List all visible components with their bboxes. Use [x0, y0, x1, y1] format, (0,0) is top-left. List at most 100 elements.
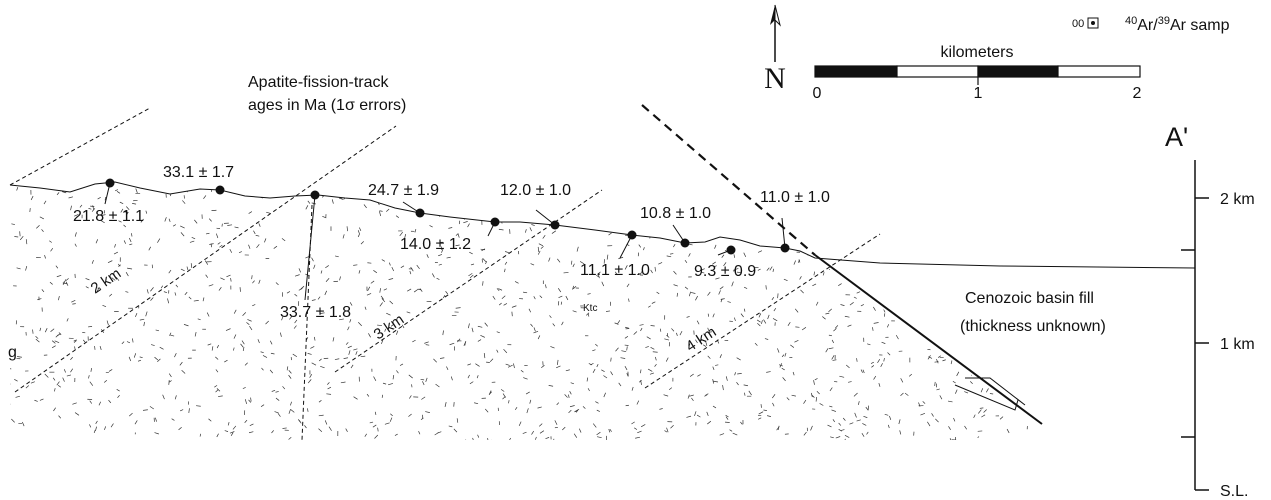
stipple-mark [676, 333, 677, 336]
stipple-mark [1026, 268, 1029, 270]
stipple-mark [358, 322, 361, 326]
stipple-mark [588, 388, 589, 391]
stipple-mark [359, 270, 360, 273]
stipple-mark [863, 204, 866, 206]
stipple-mark [194, 300, 199, 301]
stipple-mark [940, 395, 942, 399]
stipple-mark [632, 387, 633, 391]
stipple-mark [246, 193, 249, 196]
stipple-mark [70, 369, 72, 372]
stipple-mark [395, 434, 398, 435]
stipple-mark [831, 253, 833, 256]
stipple-mark [347, 226, 348, 231]
stipple-mark [772, 403, 774, 406]
stipple-mark [695, 296, 697, 300]
stipple-mark [820, 403, 824, 405]
stipple-mark [234, 310, 236, 314]
stipple-mark [341, 382, 346, 383]
stipple-mark [271, 353, 275, 354]
sample-dot [681, 239, 690, 248]
stipple-mark [227, 225, 232, 226]
stipple-mark [785, 353, 786, 357]
stipple-mark [852, 226, 855, 230]
stipple-mark [610, 429, 612, 432]
stipple-mark [803, 400, 805, 404]
stipple-mark [845, 316, 850, 317]
stipple-mark [51, 248, 53, 251]
stipple-mark [54, 388, 55, 391]
stipple-mark [929, 316, 933, 318]
stipple-mark [508, 365, 512, 367]
stipple-mark [149, 247, 151, 251]
stipple-mark [786, 220, 787, 224]
stipple-mark [295, 294, 298, 296]
stipple-mark [383, 383, 386, 384]
stipple-mark [990, 393, 993, 394]
stipple-mark [412, 384, 413, 387]
stipple-mark [995, 190, 999, 192]
stipple-mark [833, 360, 837, 361]
stipple-mark [689, 395, 694, 396]
stipple-mark [409, 375, 413, 378]
stipple-mark [627, 346, 628, 350]
stipple-mark [114, 252, 118, 254]
stipple-mark [607, 255, 608, 260]
stipple-mark [627, 189, 631, 190]
stipple-mark [841, 430, 844, 431]
stipple-mark [909, 374, 912, 376]
legend-label: 40Ar/39Ar samp [1125, 15, 1230, 34]
stipple-mark [250, 424, 254, 426]
stipple-mark [266, 321, 269, 324]
stipple-mark [634, 331, 637, 334]
stipple-mark [900, 393, 903, 396]
stipple-mark [953, 418, 954, 421]
basin-label: Cenozoic basin fill [965, 290, 1094, 307]
stipple-mark [917, 193, 920, 196]
stipple-mark [471, 199, 473, 203]
stipple-mark [96, 421, 98, 424]
stipple-mark [628, 211, 631, 212]
stipple-mark [833, 419, 835, 422]
stipple-mark [160, 347, 164, 349]
stipple-mark [727, 302, 730, 303]
stipple-mark [49, 241, 51, 243]
stipple-mark [597, 432, 601, 435]
stipple-mark [1036, 378, 1038, 380]
stipple-mark [512, 306, 516, 308]
stipple-mark [948, 278, 949, 281]
stipple-mark [426, 378, 427, 382]
stipple-mark [669, 388, 672, 390]
stipple-mark [1021, 225, 1022, 228]
stipple-mark [562, 322, 564, 325]
stipple-mark [964, 426, 966, 429]
contour-label: 2 km [88, 265, 124, 297]
stipple-mark [845, 183, 849, 184]
stipple-mark [143, 410, 148, 411]
stipple-mark [305, 257, 308, 258]
stipple-mark [862, 216, 865, 218]
stipple-mark [206, 182, 209, 183]
stipple-mark [200, 434, 201, 438]
stipple-mark [759, 313, 761, 317]
stipple-mark [282, 238, 285, 241]
stipple-mark [927, 422, 930, 426]
stipple-mark [71, 300, 75, 302]
stipple-mark [11, 224, 15, 225]
stipple-mark [964, 392, 968, 394]
stipple-mark [187, 267, 188, 270]
stipple-mark [745, 230, 749, 233]
stipple-mark [14, 379, 17, 381]
stipple-mark [333, 337, 334, 341]
stipple-mark [410, 271, 411, 274]
stipple-mark [719, 290, 721, 294]
stipple-mark [249, 432, 253, 433]
stipple-mark [280, 333, 281, 337]
stipple-mark [320, 366, 324, 367]
stipple-mark [950, 267, 952, 271]
stipple-mark [138, 360, 141, 361]
stipple-mark [963, 360, 965, 364]
stipple-mark [689, 244, 692, 245]
stipple-mark [949, 326, 952, 328]
stipple-mark [609, 233, 612, 235]
stipple-mark [478, 340, 481, 342]
